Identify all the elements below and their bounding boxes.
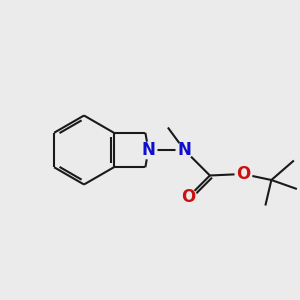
Text: N: N xyxy=(177,141,191,159)
Text: O: O xyxy=(181,188,195,206)
Text: N: N xyxy=(141,141,155,159)
Text: O: O xyxy=(236,165,250,183)
